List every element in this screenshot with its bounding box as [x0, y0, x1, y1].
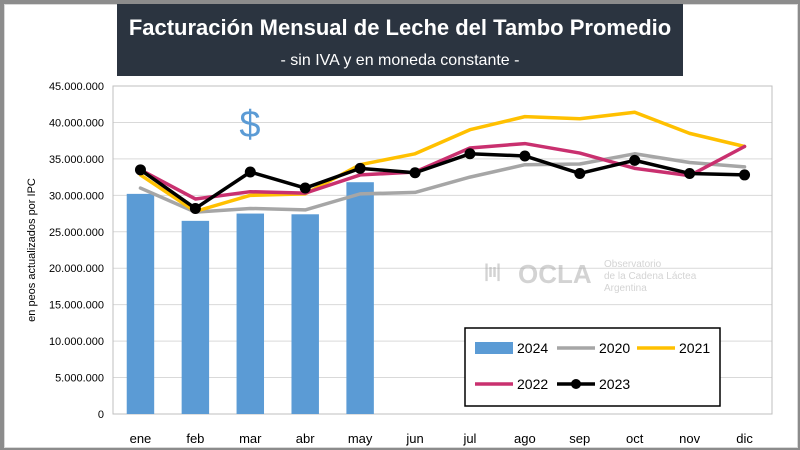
y-tick-label: 30.000.000 [49, 190, 104, 202]
x-tick-label: may [348, 431, 373, 446]
x-tick-label: abr [296, 431, 315, 446]
x-tick-label: jul [462, 431, 476, 446]
marker-2023 [629, 154, 641, 166]
bar-2024 [236, 213, 265, 414]
marker-2023 [684, 167, 696, 179]
legend-label-2024: 2024 [517, 340, 548, 356]
legend-box [464, 327, 721, 407]
watermark-line-1: Observatorio [604, 259, 662, 270]
x-tick-label: ago [514, 431, 536, 446]
marker-2023 [574, 167, 586, 179]
x-tick-label: ene [130, 431, 152, 446]
legend-swatch-2024 [475, 342, 513, 354]
y-tick-label: 5.000.000 [55, 373, 104, 385]
bar-2024 [291, 214, 319, 414]
x-tick-label: sep [569, 431, 590, 446]
y-axis-label: en peos actualizados por IPC [26, 178, 38, 322]
y-tick-label: 0 [98, 409, 104, 421]
line-2023 [138, 152, 747, 211]
y-tick-label: 25.000.000 [49, 227, 104, 239]
x-tick-label: jun [405, 431, 423, 446]
marker-2023 [464, 148, 476, 160]
dollar-sign: $ [239, 104, 260, 146]
plot-area-border [112, 85, 773, 415]
legend-label-2022: 2022 [517, 376, 548, 392]
line-2021 [138, 110, 747, 214]
chart-subtitle: - sin IVA y en moneda constante - [280, 52, 520, 69]
bar-2024 [181, 220, 210, 414]
x-tick-label: dic [736, 431, 753, 446]
y-tick-label: 15.000.000 [49, 300, 104, 312]
x-tick-label: feb [186, 431, 204, 446]
marker-2023 [739, 169, 751, 181]
bar-2024 [346, 182, 374, 414]
marker-2023 [134, 164, 146, 176]
marker-2023 [244, 166, 256, 178]
marker-2023 [189, 202, 201, 214]
ocla-logo-icon: |ıı| [484, 261, 501, 281]
marker-2023 [299, 182, 311, 194]
y-tick-label: 10.000.000 [49, 336, 104, 348]
watermark-line-2: de la Cadena Láctea [604, 271, 697, 282]
marker-2023 [519, 150, 531, 162]
legend-label-2023: 2023 [599, 376, 630, 392]
x-tick-label: mar [239, 431, 262, 446]
y-tick-label: 35.000.000 [49, 154, 104, 166]
y-tick-label: 45.000.000 [49, 81, 104, 93]
legend-label-2020: 2020 [599, 340, 630, 356]
legend-label-2021: 2021 [679, 340, 710, 356]
marker-2023 [409, 167, 421, 179]
marker-2023 [354, 162, 366, 174]
x-tick-label: nov [679, 431, 700, 446]
chart-title: Facturación Mensual de Leche del Tambo P… [128, 15, 672, 40]
title-box: Facturación Mensual de Leche del Tambo P… [117, 4, 683, 76]
line-2020 [138, 152, 747, 214]
watermark-name: OCLA [518, 259, 592, 289]
y-tick-label: 20.000.000 [49, 263, 104, 275]
x-tick-label: oct [626, 431, 644, 446]
legend-marker-2023 [571, 379, 581, 389]
watermark-line-3: Argentina [604, 283, 647, 294]
ocla-watermark: |ıı| OCLA Observatorio de la Cadena Láct… [484, 259, 696, 295]
bar-2024 [126, 193, 155, 414]
y-tick-label: 40.000.000 [49, 117, 104, 129]
line-2022 [138, 141, 747, 201]
